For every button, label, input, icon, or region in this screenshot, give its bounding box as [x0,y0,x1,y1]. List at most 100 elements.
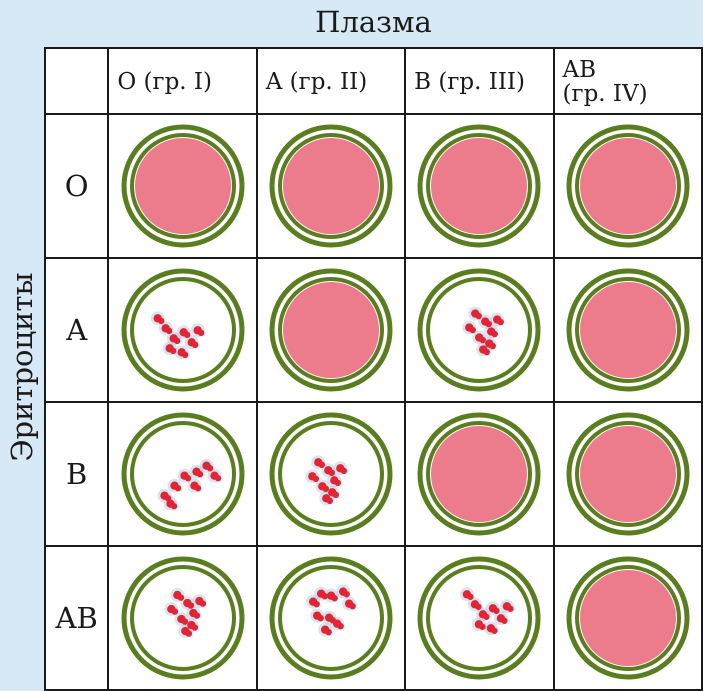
agglutinate-clump [328,469,335,477]
well-inner-ring [129,421,236,527]
well-inner-ring [277,133,384,239]
agglutinate-clump [173,337,180,345]
well-inner-ring [129,133,236,239]
reaction-well [417,556,541,680]
agglutinate-clump [325,628,332,636]
well-outer-ring [121,556,245,680]
agglutinate-clump [157,317,164,325]
well-outer-ring [269,412,393,536]
agglutinate-clump [337,622,344,630]
plasma-axis-title: Плазма [315,5,432,39]
agglutinate-clump [322,485,329,493]
well-inner-ring [129,277,236,383]
agglutinate-clump [493,607,500,614]
homogeneous-blood-fill [579,138,676,234]
well-inner-ring [574,421,681,527]
agglutinate-clump [312,475,319,483]
homogeneous-blood-fill [431,138,528,234]
agglutinate-clump [467,593,474,600]
well-inner-ring [277,277,384,383]
well-outer-ring [566,556,690,680]
well-inner-ring [426,277,533,383]
agglutinate-clump [318,461,325,469]
result-cell [404,401,555,547]
agglutinate-clump [191,624,198,631]
agglutinate-clump [469,326,477,334]
erythrocytes-axis-title-box: Эритроциты [0,47,44,687]
column-header-ab: AB (гр. IV) [552,47,703,115]
reaction-well [121,412,245,536]
homogeneous-blood-fill [282,138,379,234]
result-cell [552,545,703,691]
column-header-line2: (гр. IV) [562,81,648,107]
result-cell [404,257,555,403]
reaction-well [121,268,245,392]
well-inner-ring [574,565,681,671]
agglutinate-clump [491,627,498,634]
well-outer-ring [417,124,541,248]
reaction-well [269,412,393,536]
row-a: A [43,257,703,403]
result-cell [255,545,407,691]
well-inner-ring [277,421,384,527]
agglutinate-clump [349,602,356,610]
reaction-well [566,124,690,248]
result-cell [404,545,555,691]
well-inner-ring [574,133,681,239]
agglutinate-clump [199,600,206,607]
well-outer-ring [566,412,690,536]
result-cell [107,401,258,547]
well-outer-ring [566,124,690,248]
column-header-line1: B (гр. III) [414,69,525,95]
reaction-well [121,556,245,680]
agglutinate-clump [501,617,508,624]
result-cell [107,257,258,403]
reaction-well [269,556,393,680]
agglutinate-clump [479,336,487,344]
agglutinate-clump [491,330,499,338]
well-inner-ring [426,565,533,671]
agglutination-table: O (гр. I) A (гр. II) B (гр. III) AB (гр.… [43,47,703,691]
column-header-line1: A (гр. II) [265,69,368,95]
well-outer-ring [269,124,393,248]
result-cell [552,257,703,403]
agglutinate-clump [194,485,201,492]
homogeneous-blood-fill [579,570,676,666]
result-cell [255,401,407,547]
result-cell [107,545,258,691]
agglutinate-clump [170,503,177,510]
row-label-ab: AB [43,545,110,691]
agglutinate-clump [206,465,213,472]
homogeneous-blood-fill [431,426,528,522]
agglutinate-clump [184,475,191,482]
agglutinate-clump [485,320,493,328]
agglutinate-clump [197,329,204,337]
well-inner-ring [574,277,681,383]
agglutinate-clump [331,594,338,602]
well-outer-ring [417,556,541,680]
well-outer-ring [417,268,541,392]
column-header-b: B (гр. III) [404,47,555,115]
agglutinate-clump [479,623,486,630]
well-inner-ring [129,565,236,671]
column-header-o: O (гр. I) [107,47,258,115]
agglutinate-clump [343,590,350,598]
well-outer-ring [417,412,541,536]
agglutinate-clump [321,592,328,600]
row-b: B [43,401,703,547]
reaction-well [121,124,245,248]
agglutinate-clump [332,491,339,499]
well-inner-ring [277,565,384,671]
header-row: O (гр. I) A (гр. II) B (гр. III) AB (гр.… [43,47,703,115]
reaction-well [417,412,541,536]
reaction-well [417,268,541,392]
agglutinate-clump [489,342,497,350]
agglutinate-clump [183,331,190,339]
erythrocytes-axis-title: Эритроциты [5,272,39,462]
row-o: O [43,113,703,259]
well-outer-ring [566,268,690,392]
result-cell [404,113,555,259]
agglutinate-clump [185,630,192,637]
row-ab: AB [43,545,703,691]
agglutinate-clump [171,608,178,615]
